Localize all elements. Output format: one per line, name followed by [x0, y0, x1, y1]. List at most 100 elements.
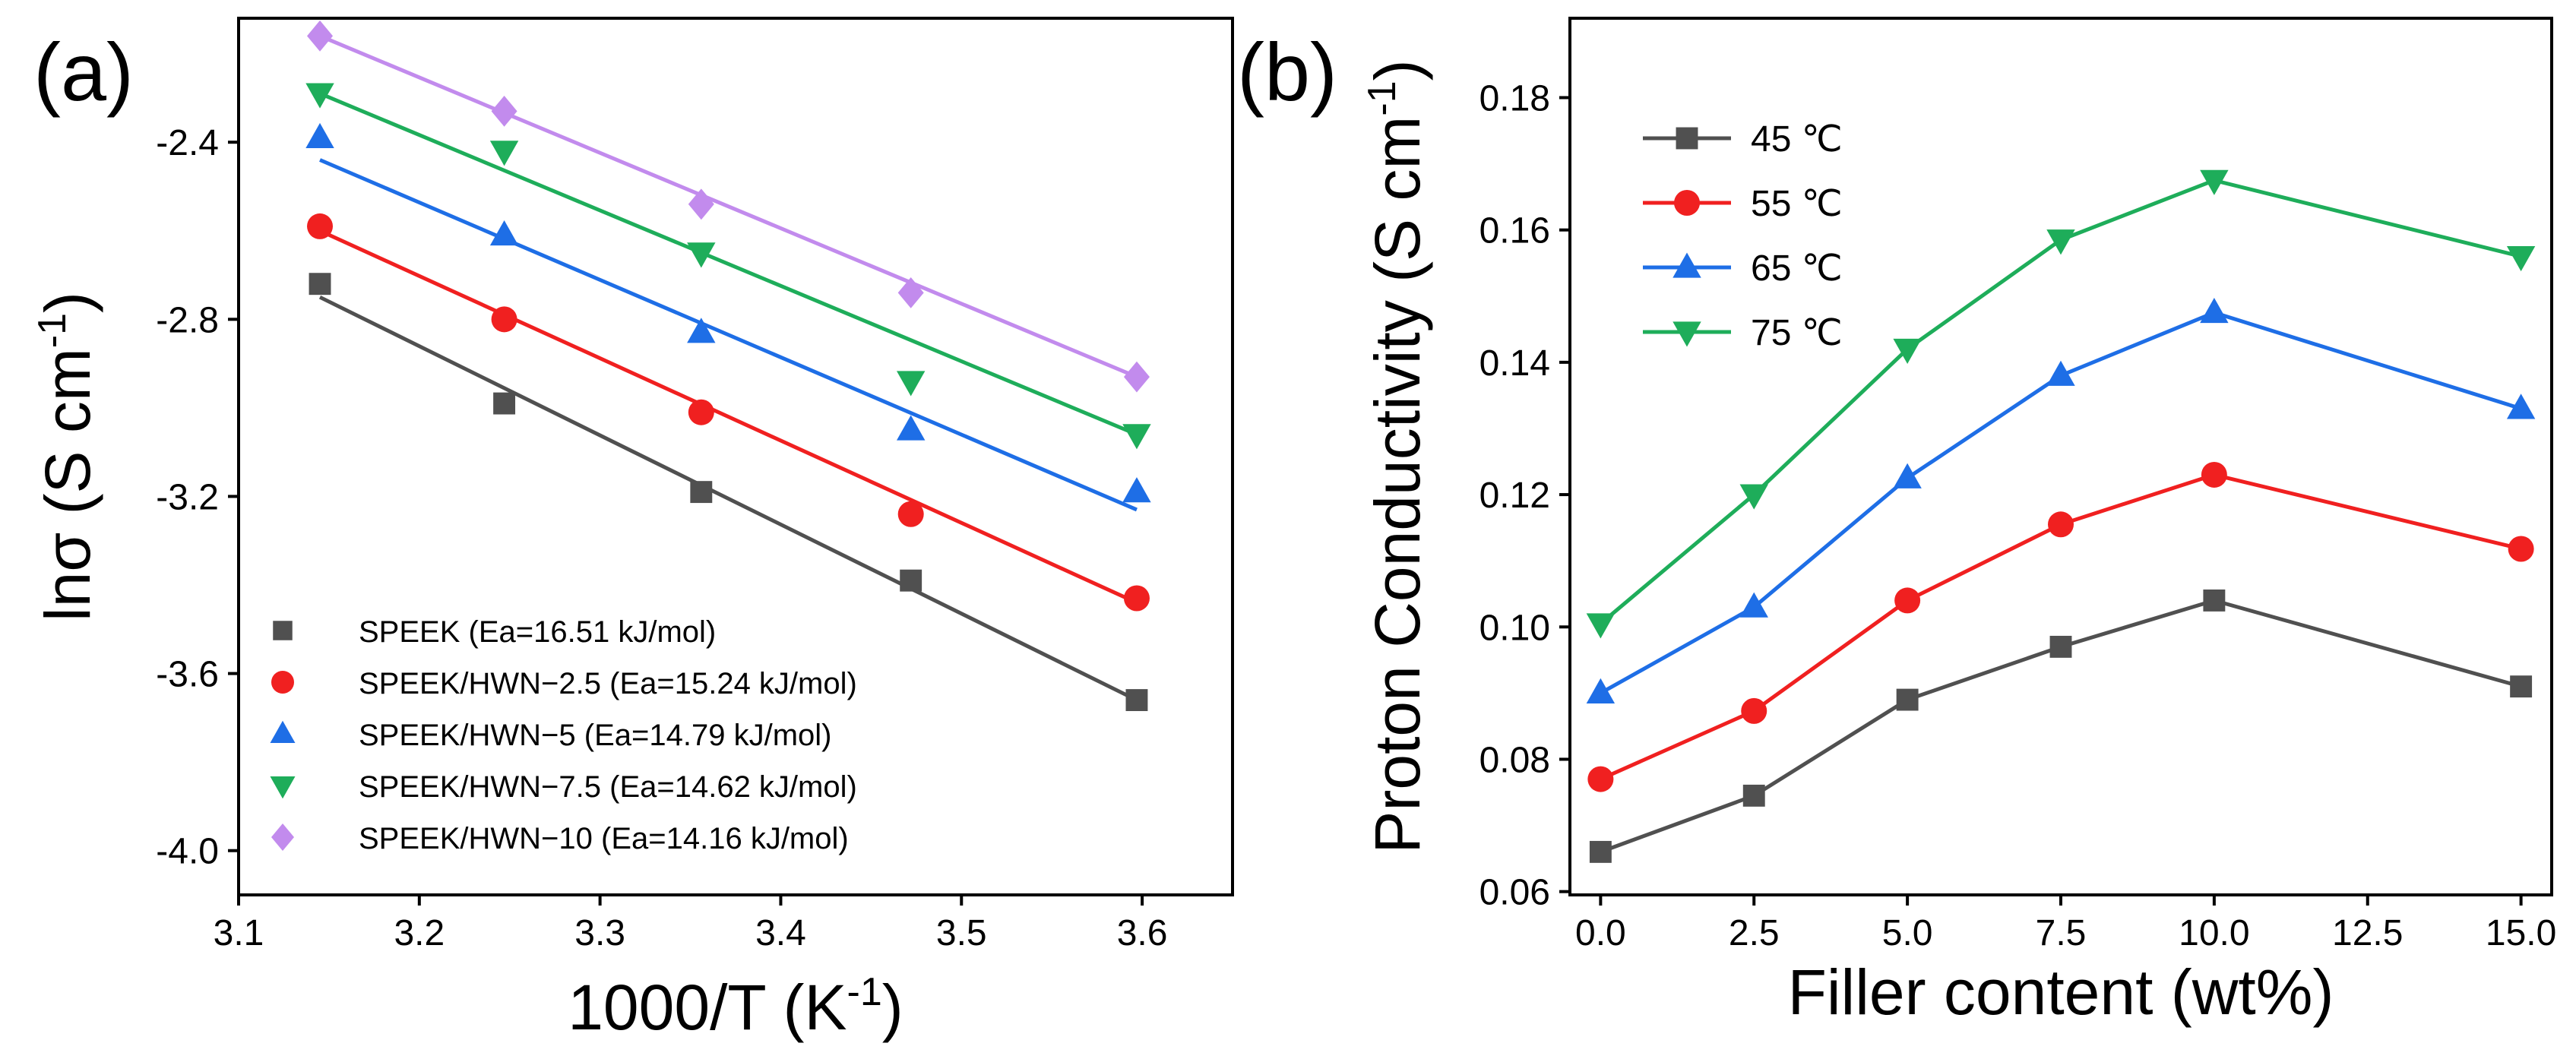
- legend-marker: [271, 671, 294, 694]
- data-point: [687, 318, 716, 343]
- series-4: [307, 20, 1150, 393]
- data-point: [307, 20, 334, 52]
- x-tick-label: 5.0: [1882, 913, 1933, 953]
- data-point: [489, 220, 519, 246]
- y-axis-title-close: ): [1362, 59, 1433, 81]
- series-0: [1589, 589, 2533, 863]
- data-point: [1739, 484, 1768, 510]
- legend-entry: SPEEK (Ea=16.51 kJ/mol): [273, 615, 716, 649]
- legend-entry: 75 ℃: [1643, 313, 1843, 353]
- x-tick-label: 12.5: [2332, 913, 2403, 953]
- series-0: [309, 273, 1148, 712]
- data-point: [2508, 536, 2534, 562]
- data-point: [687, 242, 716, 268]
- data-point: [1122, 424, 1151, 450]
- legend-entry: 45 ℃: [1643, 119, 1843, 160]
- x-axis-title-main: 1000/T (K: [568, 972, 847, 1043]
- legend: 45 ℃ 55 ℃ 65 ℃ 75 ℃: [1643, 119, 1843, 353]
- series-line: [1599, 178, 2522, 625]
- legend-marker: [1673, 321, 1701, 347]
- y-axis-title-main: Proton Conductivity (S cm: [1362, 116, 1433, 854]
- data-point: [493, 392, 516, 415]
- chart-panel-b: 0.0 2.5 5.0 7.5 10.0 12.5 15.0 0.06 0.08 0.10 0.12…: [1237, 17, 2556, 1028]
- data-point: [491, 95, 517, 127]
- data-point: [1589, 840, 1612, 863]
- series-2: [1586, 298, 2536, 703]
- data-point: [897, 501, 924, 527]
- legend-label: 65 ℃: [1751, 248, 1843, 289]
- legend-marker: [1673, 252, 1701, 278]
- data-point: [489, 141, 519, 166]
- fit-line: [319, 158, 1138, 512]
- data-point: [305, 122, 334, 148]
- legend-label: 45 ℃: [1751, 119, 1843, 160]
- data-point: [2049, 635, 2072, 658]
- data-point: [309, 273, 331, 296]
- x-tick-label: 10.0: [2179, 913, 2249, 953]
- data-point: [2200, 298, 2229, 324]
- y-tick-label: -3.6: [156, 655, 219, 695]
- data-point: [1893, 463, 1922, 488]
- series-line: [1600, 598, 2522, 854]
- series-1: [307, 213, 1150, 612]
- y-tick-label: 0.08: [1479, 740, 1550, 780]
- y-axis-title-superscript: -1: [1360, 81, 1404, 115]
- series-1: [1587, 461, 2534, 792]
- data-point: [1742, 784, 1765, 807]
- data-point: [1123, 361, 1150, 393]
- data-point: [688, 188, 714, 220]
- data-point: [2506, 245, 2536, 272]
- data-point: [1587, 766, 1614, 792]
- data-point: [1122, 477, 1151, 503]
- data-point: [1893, 338, 1922, 365]
- data-point: [1896, 688, 1919, 711]
- fit-line: [319, 91, 1138, 437]
- data-point: [1741, 697, 1767, 724]
- legend-marker: [270, 720, 296, 743]
- series-3: [305, 83, 1151, 450]
- data-point: [688, 399, 714, 425]
- data-point: [2200, 169, 2229, 195]
- x-axis-title: Filler content (wt%): [1788, 956, 2334, 1028]
- x-axis-title-superscript: -1: [847, 970, 882, 1014]
- series-line: [1600, 473, 2522, 781]
- y-tick-label: 0.06: [1479, 873, 1550, 913]
- legend-label: SPEEK/HWN−7.5 (Ea=14.62 kJ/mol): [359, 770, 857, 804]
- y-tick-label: 0.14: [1479, 343, 1550, 384]
- data-point: [2046, 360, 2075, 386]
- x-tick-label: 3.2: [394, 913, 445, 953]
- x-tick-label: 2.5: [1729, 913, 1780, 953]
- data-point: [1894, 587, 1921, 614]
- legend-label: SPEEK/HWN−10 (Ea=14.16 kJ/mol): [359, 822, 849, 855]
- data-point: [1586, 678, 1616, 703]
- data-point: [2203, 589, 2226, 612]
- data-point: [1125, 689, 1148, 712]
- data-point: [1739, 592, 1768, 618]
- fit-line: [318, 229, 1138, 605]
- data-point: [690, 481, 713, 504]
- legend-marker: [1674, 190, 1700, 216]
- legend-entry: SPEEK/HWN−2.5 (Ea=15.24 kJ/mol): [271, 667, 857, 700]
- legend-label: SPEEK/HWN−2.5 (Ea=15.24 kJ/mol): [359, 667, 857, 700]
- data-point: [2510, 675, 2533, 698]
- x-tick-label: 3.3: [574, 913, 625, 953]
- chart-panel-a: 3.1 3.2 3.3 3.4 3.5 3.6 -4.0 -3.6 -3.2 -2.8 -2.4 (a…: [30, 17, 1234, 1043]
- data-point: [1586, 613, 1616, 639]
- y-axis-title: Proton Conductivity (S cm-1): [1360, 59, 1433, 853]
- fit-line: [318, 295, 1138, 702]
- legend-entry: 65 ℃: [1643, 248, 1843, 289]
- y-tick-label: 0.10: [1479, 608, 1550, 648]
- panel-label: (a): [33, 26, 134, 118]
- series-line: [1600, 310, 2522, 695]
- plot-frame: [1568, 17, 2553, 896]
- x-tick-label: 3.5: [936, 913, 987, 953]
- legend-marker: [1676, 127, 1698, 150]
- data-point: [2046, 229, 2075, 255]
- x-tick-label: 7.5: [2036, 913, 2087, 953]
- data-point: [307, 213, 334, 239]
- x-tick-label: 3.1: [214, 913, 264, 953]
- data-point: [1123, 585, 1150, 612]
- legend: SPEEK (Ea=16.51 kJ/mol) SPEEK/HWN−2.5 (Ea…: [270, 615, 857, 855]
- legend-label: 75 ℃: [1751, 313, 1843, 353]
- y-axis-title-close: ): [32, 292, 103, 313]
